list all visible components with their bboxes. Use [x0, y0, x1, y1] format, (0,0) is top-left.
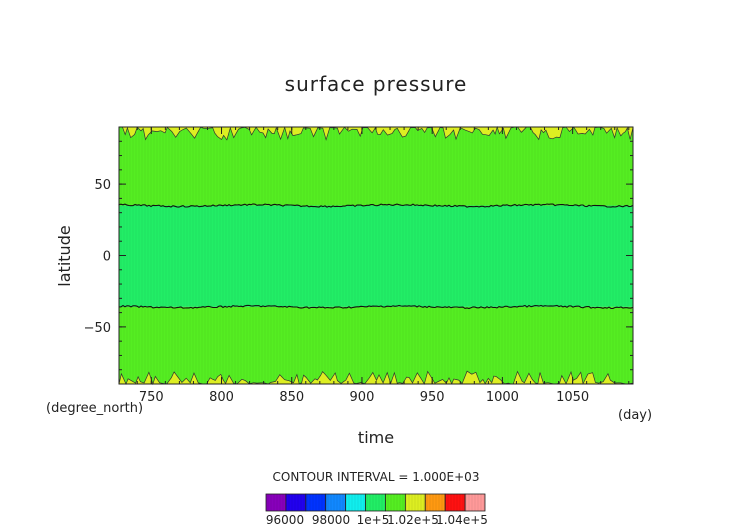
x-tick-label: 1000 — [486, 390, 519, 405]
plot-area — [119, 127, 633, 384]
y-tick-label: 0 — [103, 250, 111, 265]
x-tick-label: 800 — [209, 390, 234, 405]
x-tick-label: 900 — [350, 390, 375, 405]
x-tick-label: 850 — [279, 390, 304, 405]
colorbar-label: 96000 — [266, 513, 304, 527]
x-axis-label: time — [358, 428, 394, 447]
colorbar-swatch — [405, 494, 425, 511]
colorbar-label: 98000 — [312, 513, 350, 527]
colorbar — [266, 494, 485, 511]
colorbar-swatch — [366, 494, 386, 511]
colorbar-label: 1e+5 — [357, 513, 390, 527]
colorbar-swatch — [385, 494, 405, 511]
y-axis-unit: (degree_north) — [46, 401, 143, 416]
colorbar-labels: 96000 98000 1e+51.02e+51.04e+5 — [266, 513, 488, 527]
colorbar-swatch — [326, 494, 346, 511]
x-axis-unit: (day) — [618, 408, 652, 423]
y-tick-label: −50 — [84, 321, 111, 336]
colorbar-label: 1.02e+5 — [387, 513, 439, 527]
colorbar-swatch — [346, 494, 366, 511]
chart-title: surface pressure — [285, 72, 468, 96]
x-tick-label: 1050 — [556, 390, 589, 405]
y-tick-label: 50 — [94, 178, 111, 193]
contour-interval-text: CONTOUR INTERVAL = 1.000E+03 — [273, 470, 480, 484]
colorbar-label: 1.04e+5 — [436, 513, 488, 527]
x-tick-label: 950 — [420, 390, 445, 405]
y-axis-label: latitude — [55, 225, 74, 286]
